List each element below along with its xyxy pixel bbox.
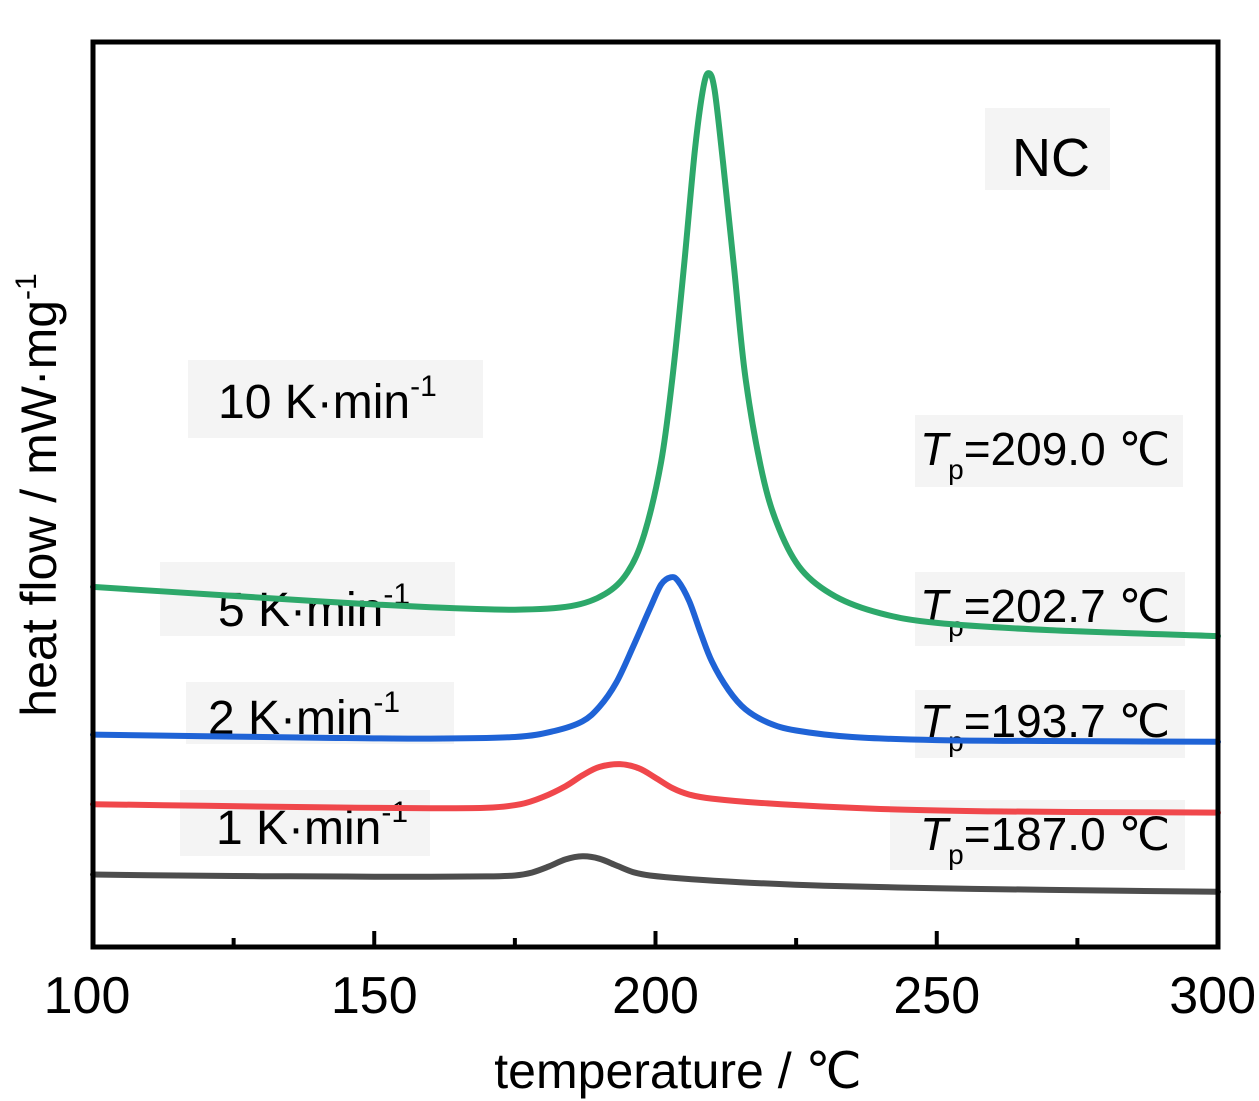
series-line-5-k-min — [90, 574, 1221, 745]
series-label-bg-1 — [180, 790, 430, 856]
series-line-1-k-min — [90, 853, 1221, 895]
x-tick-label: 100 — [44, 967, 131, 1025]
x-axis-title: temperature / ℃ — [494, 1043, 861, 1099]
tp-label-5: Tp=202.7 ℃ — [920, 580, 1170, 642]
series-line-2-k-min — [90, 761, 1221, 816]
plot-frame — [90, 39, 1221, 950]
tp-label-bg-10 — [915, 415, 1183, 487]
annotation-layer: NC 10 K·min-1 5 K·min-1 2 K·min-1 1 K·mi… — [160, 108, 1185, 870]
x-tick-label: 250 — [893, 967, 980, 1025]
tp-label-10: Tp=209.0 ℃ — [920, 423, 1170, 485]
tp-label-1: Tp=187.0 ℃ — [920, 808, 1170, 870]
panel-label-bg — [985, 108, 1110, 190]
series-label-1: 1 K·min-1 — [216, 796, 408, 855]
x-tick-label: 200 — [612, 967, 699, 1025]
x-tick-label: 300 — [1169, 967, 1256, 1025]
series-label-10: 10 K·min-1 — [218, 370, 437, 429]
tp-label-bg-2 — [915, 690, 1185, 758]
y-axis-title: heat flow / mW·mg-1 — [10, 273, 67, 716]
panel-label: NC — [1012, 128, 1090, 188]
x-axis-tick-labels: 100 150 200 250 300 — [44, 967, 1256, 1025]
series-label-bg-10 — [188, 360, 483, 438]
series-label-5: 5 K·min-1 — [218, 578, 410, 637]
x-tick-label: 150 — [331, 967, 418, 1025]
series-line-10-k-min — [90, 70, 1221, 640]
series-layer — [90, 70, 1221, 895]
